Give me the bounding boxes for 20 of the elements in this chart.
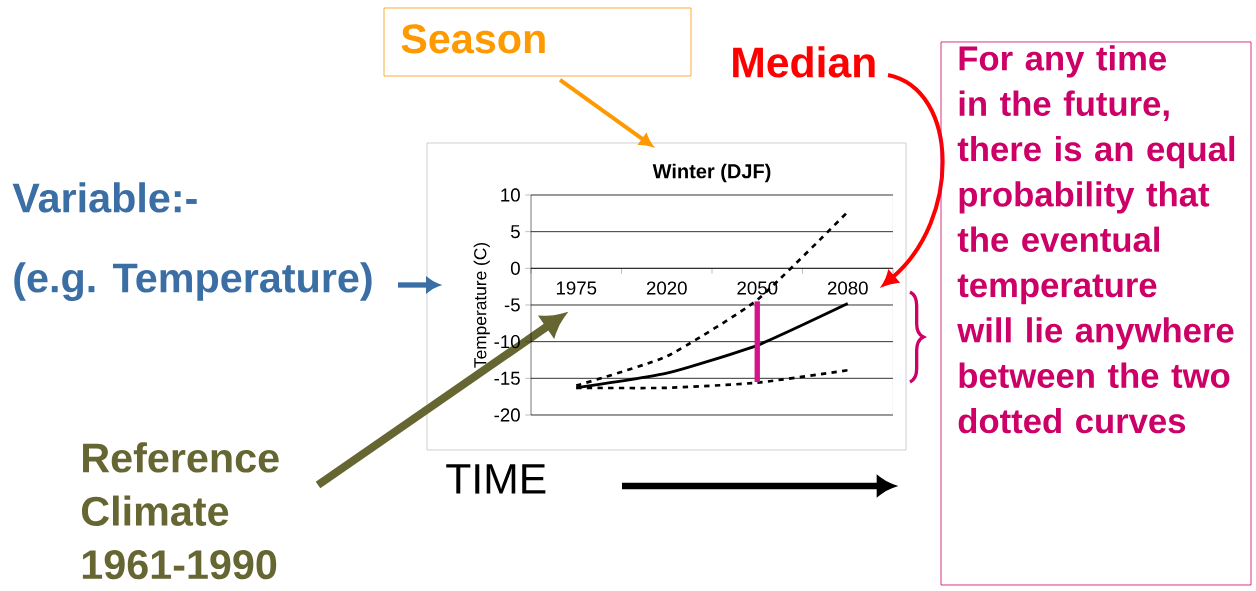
text: Reference Climate 1961-1990	[81, 442, 279, 580]
y-tick-label: -10	[494, 335, 520, 349]
x-tick-label: 2050	[737, 281, 778, 295]
text: (e.g. Temperature)	[14, 262, 372, 301]
y-axis-title: Temperature (C)	[473, 242, 490, 368]
text: Variable:-	[12, 182, 197, 213]
text: For any time in the future, there is an equal probability that the eventual temperature will lie anywhere between the two dotted curves	[957, 45, 1235, 434]
y-tick-label: 5	[510, 225, 520, 239]
x-tick-label: 2020	[646, 281, 687, 295]
y-tick-label: 0	[510, 261, 520, 275]
chart-title: Winter (DJF)	[652, 163, 771, 183]
y-tick-label: -5	[504, 298, 520, 312]
y-tick-label: -20	[494, 408, 520, 422]
text: Median	[733, 46, 875, 78]
y-tick-label: -15	[494, 371, 520, 385]
x-tick-label: 2080	[827, 281, 868, 295]
text: Season	[401, 24, 545, 54]
y-tick-label: 10	[501, 188, 520, 202]
text: TIME	[446, 464, 546, 494]
x-tick-label: 1975	[556, 281, 597, 295]
